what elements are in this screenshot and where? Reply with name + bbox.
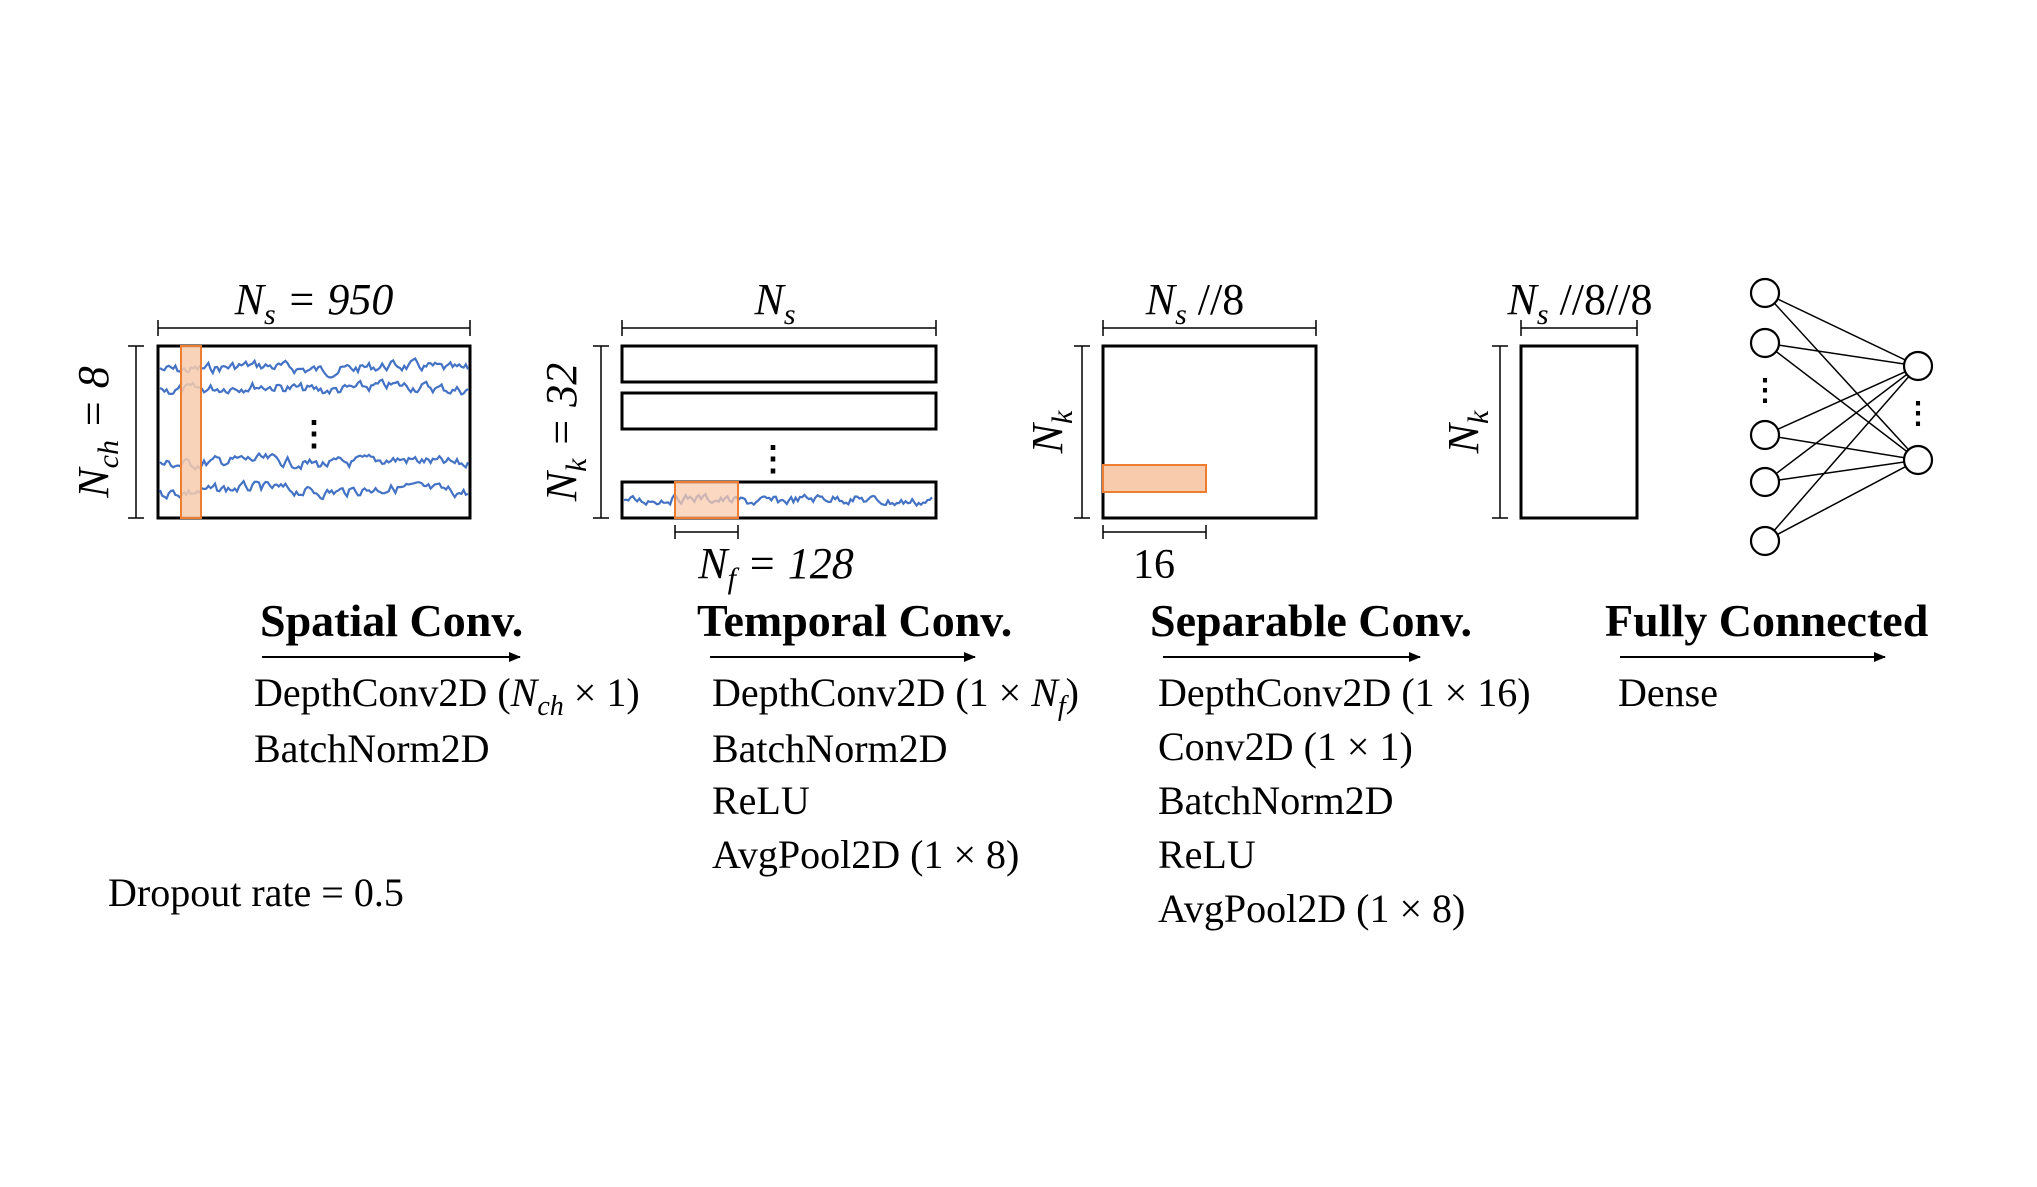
- separable-height-label: Nk: [1023, 410, 1079, 454]
- spatial-op-2: BatchNorm2D: [254, 726, 490, 771]
- nn-connection-1-2: [1764, 292, 1919, 461]
- temporal-filter-label: Nf = 128: [697, 539, 853, 595]
- nn-input-node-3: [1749, 419, 1781, 451]
- temporal-map-ellipsis: ⋮: [756, 441, 790, 478]
- separable-width-dimension-line: [1102, 320, 1317, 336]
- spatial-height-dimension-line: [128, 345, 144, 519]
- separable-op-4: ReLU: [1158, 832, 1256, 877]
- spatial-ops-list: DepthConv2D (Nch × 1) BatchNorm2D: [254, 670, 640, 771]
- nn-connection-5-2: [1764, 459, 1919, 542]
- separable-ops-list: DepthConv2D (1 × 16) Conv2D (1 × 1) Batc…: [1158, 670, 1531, 931]
- nn-output-node-1: [1902, 350, 1934, 382]
- spatial-signal-traces: [158, 356, 470, 501]
- temporal-kernel-highlight: [674, 481, 739, 519]
- nn-output-ellipsis: ⋮: [1903, 397, 1933, 430]
- separable-op-1: DepthConv2D (1 × 16): [1158, 670, 1531, 715]
- separable-title-group: Separable Conv.: [1150, 595, 1472, 662]
- temporal-op-2: BatchNorm2D: [712, 726, 948, 771]
- separable-height-dimension-line: [1074, 345, 1090, 519]
- dense-width-dimension-line: [1520, 320, 1638, 336]
- spatial-signal-trace-3: [159, 451, 470, 472]
- nn-input-node-5: [1749, 525, 1781, 557]
- spatial-signal-trace-4: [158, 479, 469, 501]
- nn-input-ellipsis: ⋮: [1750, 374, 1780, 407]
- fully-connected-network: ⋮⋮: [1749, 277, 1934, 557]
- separable-width-label: Ns //8: [1145, 275, 1245, 331]
- dense-feature-matrix: [1519, 344, 1639, 520]
- nn-connection-2-2: [1764, 342, 1919, 461]
- temporal-op-1: DepthConv2D (1 × Nf): [712, 670, 1079, 722]
- spatial-signal-trace-2: [159, 378, 469, 396]
- dense-title-group: Fully Connected: [1605, 595, 1929, 662]
- separable-kernel-highlight: [1102, 464, 1207, 493]
- nn-connection-1-1: [1764, 292, 1919, 367]
- separable-op-3: BatchNorm2D: [1158, 778, 1394, 823]
- temporal-title: Temporal Conv.: [697, 595, 1012, 646]
- temporal-title-group: Temporal Conv.: [697, 595, 1012, 662]
- dense-input-block: Ns //8//8 Nk: [1439, 275, 1653, 520]
- temporal-height-label: Nk = 32: [537, 363, 593, 502]
- nn-connection-3-2: [1764, 434, 1919, 461]
- nn-input-node-4: [1749, 466, 1781, 498]
- temporal-op-4: AvgPool2D (1 × 8): [712, 832, 1019, 877]
- temporal-width-label: Ns: [753, 275, 795, 331]
- spatial-input-matrix: [156, 344, 472, 520]
- nn-connection-2-1: [1764, 342, 1919, 367]
- nn-output-node-2: [1902, 444, 1934, 476]
- separable-op-2: Conv2D (1 × 1): [1158, 724, 1413, 769]
- dropout-rate-label: Dropout rate = 0.5: [108, 870, 404, 915]
- temporal-height-dimension-line: [593, 345, 609, 519]
- nn-input-node-2: [1749, 327, 1781, 359]
- dense-title: Fully Connected: [1605, 595, 1929, 646]
- spatial-kernel-highlight: [180, 345, 202, 519]
- separable-filter-label: 16: [1133, 542, 1175, 588]
- spatial-signal-trace-1: [159, 356, 470, 379]
- nn-input-node-1: [1749, 277, 1781, 309]
- temporal-op-3: ReLU: [712, 778, 810, 823]
- temporal-ops-list: DepthConv2D (1 × Nf) BatchNorm2D ReLU Av…: [712, 670, 1079, 877]
- separable-op-5: AvgPool2D (1 × 8): [1158, 886, 1465, 931]
- temporal-filter-dimension-line: [674, 525, 739, 539]
- dense-ops-list: Dense: [1618, 670, 1718, 715]
- dense-op-1: Dense: [1618, 670, 1718, 715]
- spatial-title: Spatial Conv.: [260, 595, 523, 646]
- spatial-width-label: Ns = 950: [234, 275, 394, 331]
- nn-connection-4-1: [1764, 365, 1919, 483]
- nn-connection-5-1: [1764, 365, 1919, 542]
- spatial-width-dimension-line: [157, 320, 471, 336]
- dense-height-label: Nk: [1439, 410, 1495, 454]
- temporal-block: Ns Nk = 32 ⋮ Nf = 128: [537, 275, 938, 595]
- temporal-width-dimension-line: [621, 320, 937, 336]
- temporal-feature-map-2: [620, 391, 938, 431]
- dense-width-label: Ns //8//8: [1507, 275, 1653, 331]
- spatial-op-1: DepthConv2D (Nch × 1): [254, 670, 640, 722]
- spatial-input-block: Ns = 950 Nch = 8 ⋮: [69, 275, 472, 520]
- separable-block: Ns //8 Nk 16: [1023, 275, 1318, 588]
- spatial-height-label: Nch = 8: [69, 366, 125, 498]
- separable-filter-dimension-line: [1102, 525, 1207, 539]
- dense-height-dimension-line: [1492, 345, 1508, 519]
- nn-connection-4-2: [1764, 459, 1919, 483]
- nn-connection-3-1: [1764, 365, 1919, 436]
- separable-title: Separable Conv.: [1150, 595, 1472, 646]
- spatial-title-group: Spatial Conv.: [260, 595, 523, 662]
- temporal-feature-map-1: [620, 344, 938, 384]
- spatial-channel-ellipsis: ⋮: [297, 416, 331, 453]
